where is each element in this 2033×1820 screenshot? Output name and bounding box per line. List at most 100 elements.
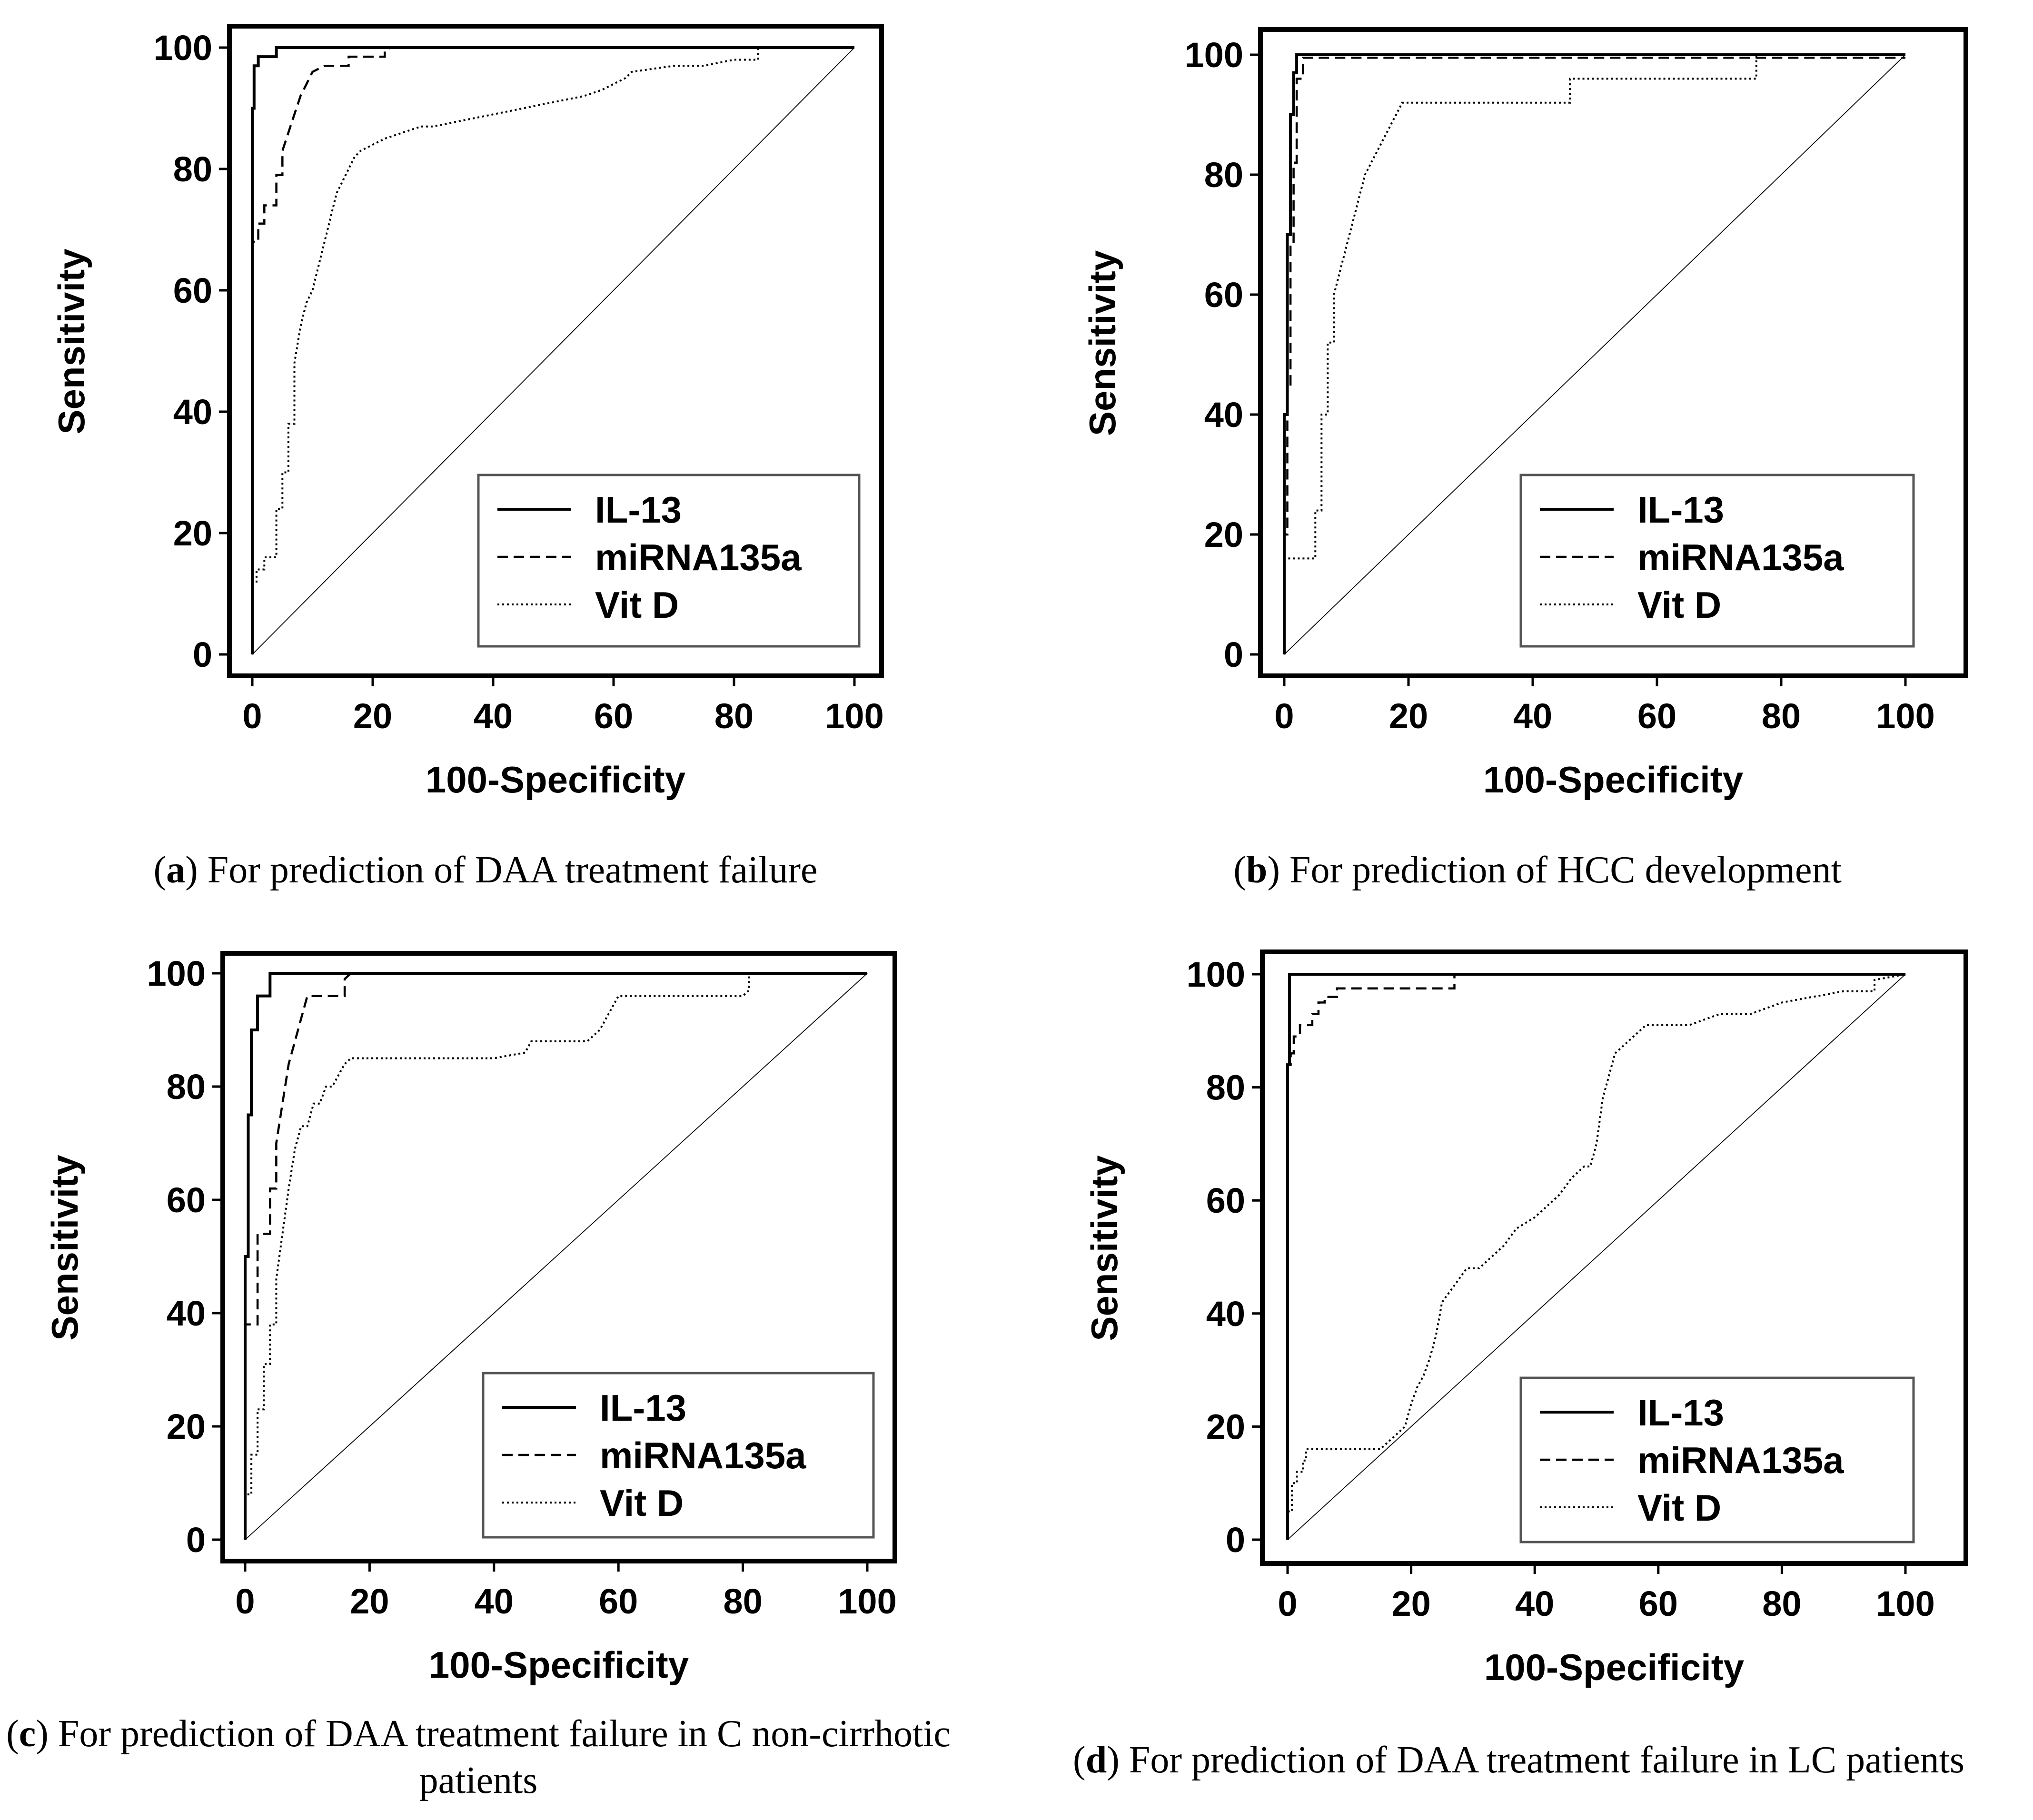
caption-c-letter: c	[19, 1713, 36, 1755]
y-tick-label: 40	[1204, 395, 1243, 435]
series-reference-diagonal-line	[1287, 974, 1906, 1540]
caption-b-text: For prediction of HCC development	[1289, 849, 1842, 891]
x-axis-label: 100-Specificity	[1483, 759, 1743, 801]
x-tick-label: 60	[1639, 1584, 1678, 1623]
x-tick-label: 60	[1637, 696, 1676, 736]
y-tick-label: 0	[1224, 635, 1243, 674]
legend-box	[482, 1372, 875, 1539]
panel-c: 0 20 40 60 80 100 0 20 40 60 80 100 100-Specificity S…	[44, 951, 897, 1686]
x-tick-label: 80	[714, 696, 754, 736]
series-il-13-line	[244, 972, 867, 1540]
caption-d-letter: d	[1085, 1739, 1107, 1781]
legend-label: IL-13	[600, 1387, 686, 1429]
caption-a-text: For prediction of DAA treatment failure	[207, 849, 818, 891]
x-tick-label: 20	[350, 1582, 389, 1621]
series-il-13-line	[251, 46, 854, 654]
legend-box	[1519, 1376, 1915, 1543]
series-vit-d-line	[251, 47, 854, 654]
x-tick-label: 100	[1876, 696, 1934, 736]
y-axis-label: Sensitivity	[44, 1155, 86, 1340]
caption-c: (c) For prediction of DAA treatment fail…	[6, 1713, 951, 1801]
legend-label: IL-13	[1637, 489, 1724, 531]
y-tick-label: 40	[1206, 1294, 1245, 1334]
panel-d-frame	[1260, 950, 1968, 1566]
legend-label: IL-13	[1637, 1392, 1724, 1434]
series-vit-d-line	[244, 972, 867, 1540]
x-tick-label: 60	[594, 696, 633, 736]
y-axis-label: Sensitivity	[50, 248, 92, 434]
series-mirna135a-line	[251, 46, 854, 654]
legend-label: Vit D	[1637, 1487, 1721, 1529]
legend: IL-13 miRNA135a Vit D	[477, 474, 861, 648]
y-tick-label: 80	[1204, 155, 1243, 195]
legend-label: Vit D	[600, 1482, 684, 1524]
series-mirna135a-line	[1286, 973, 1905, 1540]
y-tick-label: 60	[1204, 275, 1243, 315]
y-tick-label: 40	[167, 1294, 206, 1333]
legend: IL-13 miRNA135a Vit D	[1519, 474, 1915, 648]
y-tick-label: 100	[1185, 35, 1243, 75]
y-tick-label: 60	[1206, 1181, 1245, 1220]
y-tick-label: 80	[173, 149, 212, 189]
caption-d: (d) For prediction of DAA treatment fail…	[1073, 1739, 1964, 1781]
caption-c-text: For prediction of DAA treatment failure …	[58, 1713, 951, 1801]
x-tick-label: 80	[723, 1582, 762, 1621]
panel-b: 0 20 40 60 80 100 0 20 40 60 80 100 100-Specificity S…	[1081, 27, 1968, 801]
y-tick-label: 100	[1187, 955, 1245, 994]
x-tick-label: 100	[838, 1582, 896, 1621]
series-reference-diagonal-line	[252, 47, 855, 655]
y-axis-label: Sensitivity	[1083, 1155, 1125, 1341]
legend-label: IL-13	[595, 489, 682, 531]
x-axis-label: 100-Specificity	[1484, 1646, 1744, 1688]
x-axis-label: 100-Specificity	[426, 759, 685, 801]
legend-label: miRNA135a	[595, 536, 802, 578]
x-tick-label: 100	[1876, 1584, 1934, 1623]
y-tick-label: 100	[154, 28, 212, 68]
panel-d: 0 20 40 60 80 100 0 20 40 60 80 100 100-Specificity S…	[1083, 950, 1968, 1688]
y-tick-label: 20	[1204, 515, 1243, 554]
x-axis-label: 100-Specificity	[429, 1644, 689, 1686]
x-tick-label: 20	[1389, 696, 1428, 736]
series-reference-diagonal-line	[245, 973, 868, 1540]
x-tick-label: 0	[1274, 696, 1294, 736]
caption-b-letter: b	[1246, 849, 1268, 891]
panel-c-frame	[220, 951, 897, 1563]
y-tick-label: 0	[193, 635, 212, 674]
legend-label: miRNA135a	[600, 1434, 806, 1476]
y-tick-label: 60	[167, 1180, 206, 1220]
panel-a: 0 20 40 60 80 100 0 20 40 60 80 100 100-Specificity S…	[50, 24, 884, 801]
series-mirna135a-line	[1283, 57, 1905, 654]
y-tick-label: 100	[147, 954, 206, 993]
legend-label: Vit D	[1637, 584, 1721, 626]
x-tick-label: 20	[1391, 1584, 1430, 1623]
x-tick-label: 80	[1762, 1584, 1801, 1623]
y-tick-label: 40	[173, 392, 212, 432]
legend-label: miRNA135a	[1637, 536, 1844, 578]
y-tick-label: 0	[1226, 1520, 1245, 1560]
caption-a-letter: a	[166, 849, 186, 891]
y-tick-label: 20	[167, 1407, 206, 1446]
x-tick-label: 60	[599, 1582, 638, 1621]
y-tick-label: 80	[1206, 1068, 1245, 1108]
x-tick-label: 20	[353, 696, 392, 736]
y-tick-label: 60	[173, 271, 212, 310]
y-tick-label: 20	[1206, 1407, 1245, 1446]
panel-a-frame	[227, 24, 884, 678]
legend: IL-13 miRNA135a Vit D	[482, 1372, 875, 1539]
series-reference-diagonal-line	[1284, 54, 1906, 655]
legend-box	[1519, 474, 1915, 648]
legend-label: miRNA135a	[1637, 1439, 1844, 1481]
x-tick-label: 0	[235, 1582, 255, 1621]
legend-box	[477, 474, 861, 648]
legend-label: Vit D	[595, 584, 679, 626]
panel-b-frame	[1258, 27, 1968, 678]
y-tick-label: 0	[186, 1520, 206, 1560]
x-tick-label: 40	[474, 696, 513, 736]
x-tick-label: 40	[1513, 696, 1552, 736]
series-vit-d-line	[1287, 973, 1906, 1540]
caption-b: (b) For prediction of HCC development	[1233, 849, 1842, 891]
y-axis-label: Sensitivity	[1081, 250, 1123, 436]
x-tick-label: 80	[1762, 696, 1801, 736]
